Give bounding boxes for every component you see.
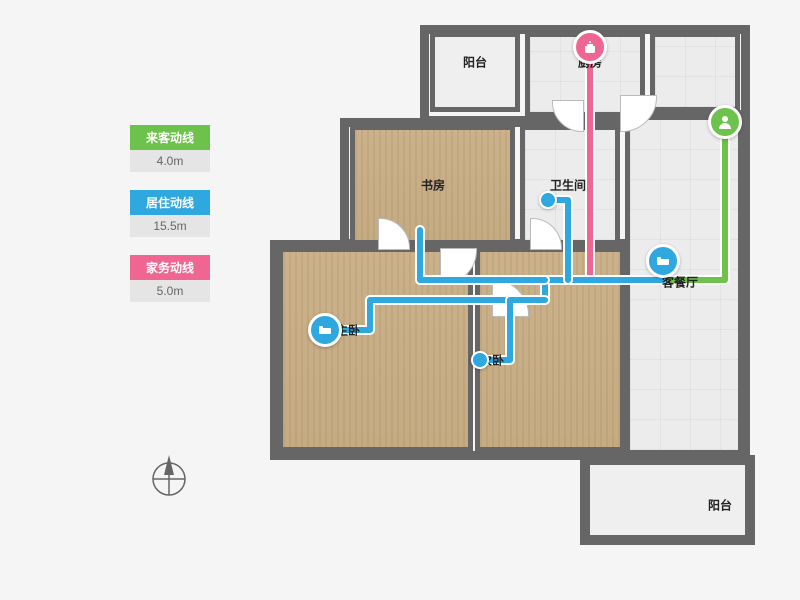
- living-flow-study: [420, 230, 545, 280]
- badge-living-bed-icon: [646, 244, 680, 278]
- floorplan-canvas: 来客动线4.0m居住动线15.5m家务动线5.0m 阳台厨房书房卫生间客餐厅主卧…: [0, 0, 800, 600]
- legend-item-living: 居住动线15.5m: [130, 190, 210, 237]
- room-label-balcony-top: 阳台: [463, 54, 487, 71]
- room-label-balcony-bot: 阳台: [708, 497, 732, 514]
- living-flow-study-outline: [420, 230, 545, 280]
- badge-master-bed-icon: [308, 313, 342, 347]
- badge-entry-person-icon: [708, 105, 742, 139]
- legend-value: 4.0m: [130, 150, 210, 172]
- room-label-study: 书房: [421, 177, 445, 194]
- legend-item-guest: 来客动线4.0m: [130, 125, 210, 172]
- legend-title: 来客动线: [130, 125, 210, 150]
- compass: [143, 453, 195, 510]
- legend-title: 居住动线: [130, 190, 210, 215]
- living-flow-main-outline: [335, 261, 663, 330]
- legend-value: 5.0m: [130, 280, 210, 302]
- badge-kitchen-pot-icon: [573, 30, 607, 64]
- legend-value: 15.5m: [130, 215, 210, 237]
- floor-plan: 阳台厨房书房卫生间客餐厅主卧次卧阳台: [270, 0, 770, 560]
- living-flow-bath: [548, 200, 568, 280]
- legend-title: 家务动线: [130, 255, 210, 280]
- legend: 来客动线4.0m 居住动线15.5m 家务动线5.0m: [130, 125, 210, 320]
- legend-item-chore: 家务动线5.0m: [130, 255, 210, 302]
- room-label-bathroom: 卫生间: [550, 177, 586, 194]
- badge-second-dot-icon: [471, 351, 489, 369]
- badge-bath-dot-icon: [539, 191, 557, 209]
